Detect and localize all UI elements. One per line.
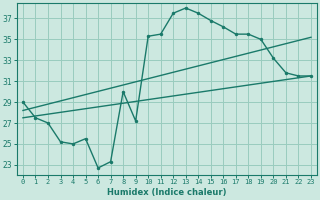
X-axis label: Humidex (Indice chaleur): Humidex (Indice chaleur)	[107, 188, 227, 197]
